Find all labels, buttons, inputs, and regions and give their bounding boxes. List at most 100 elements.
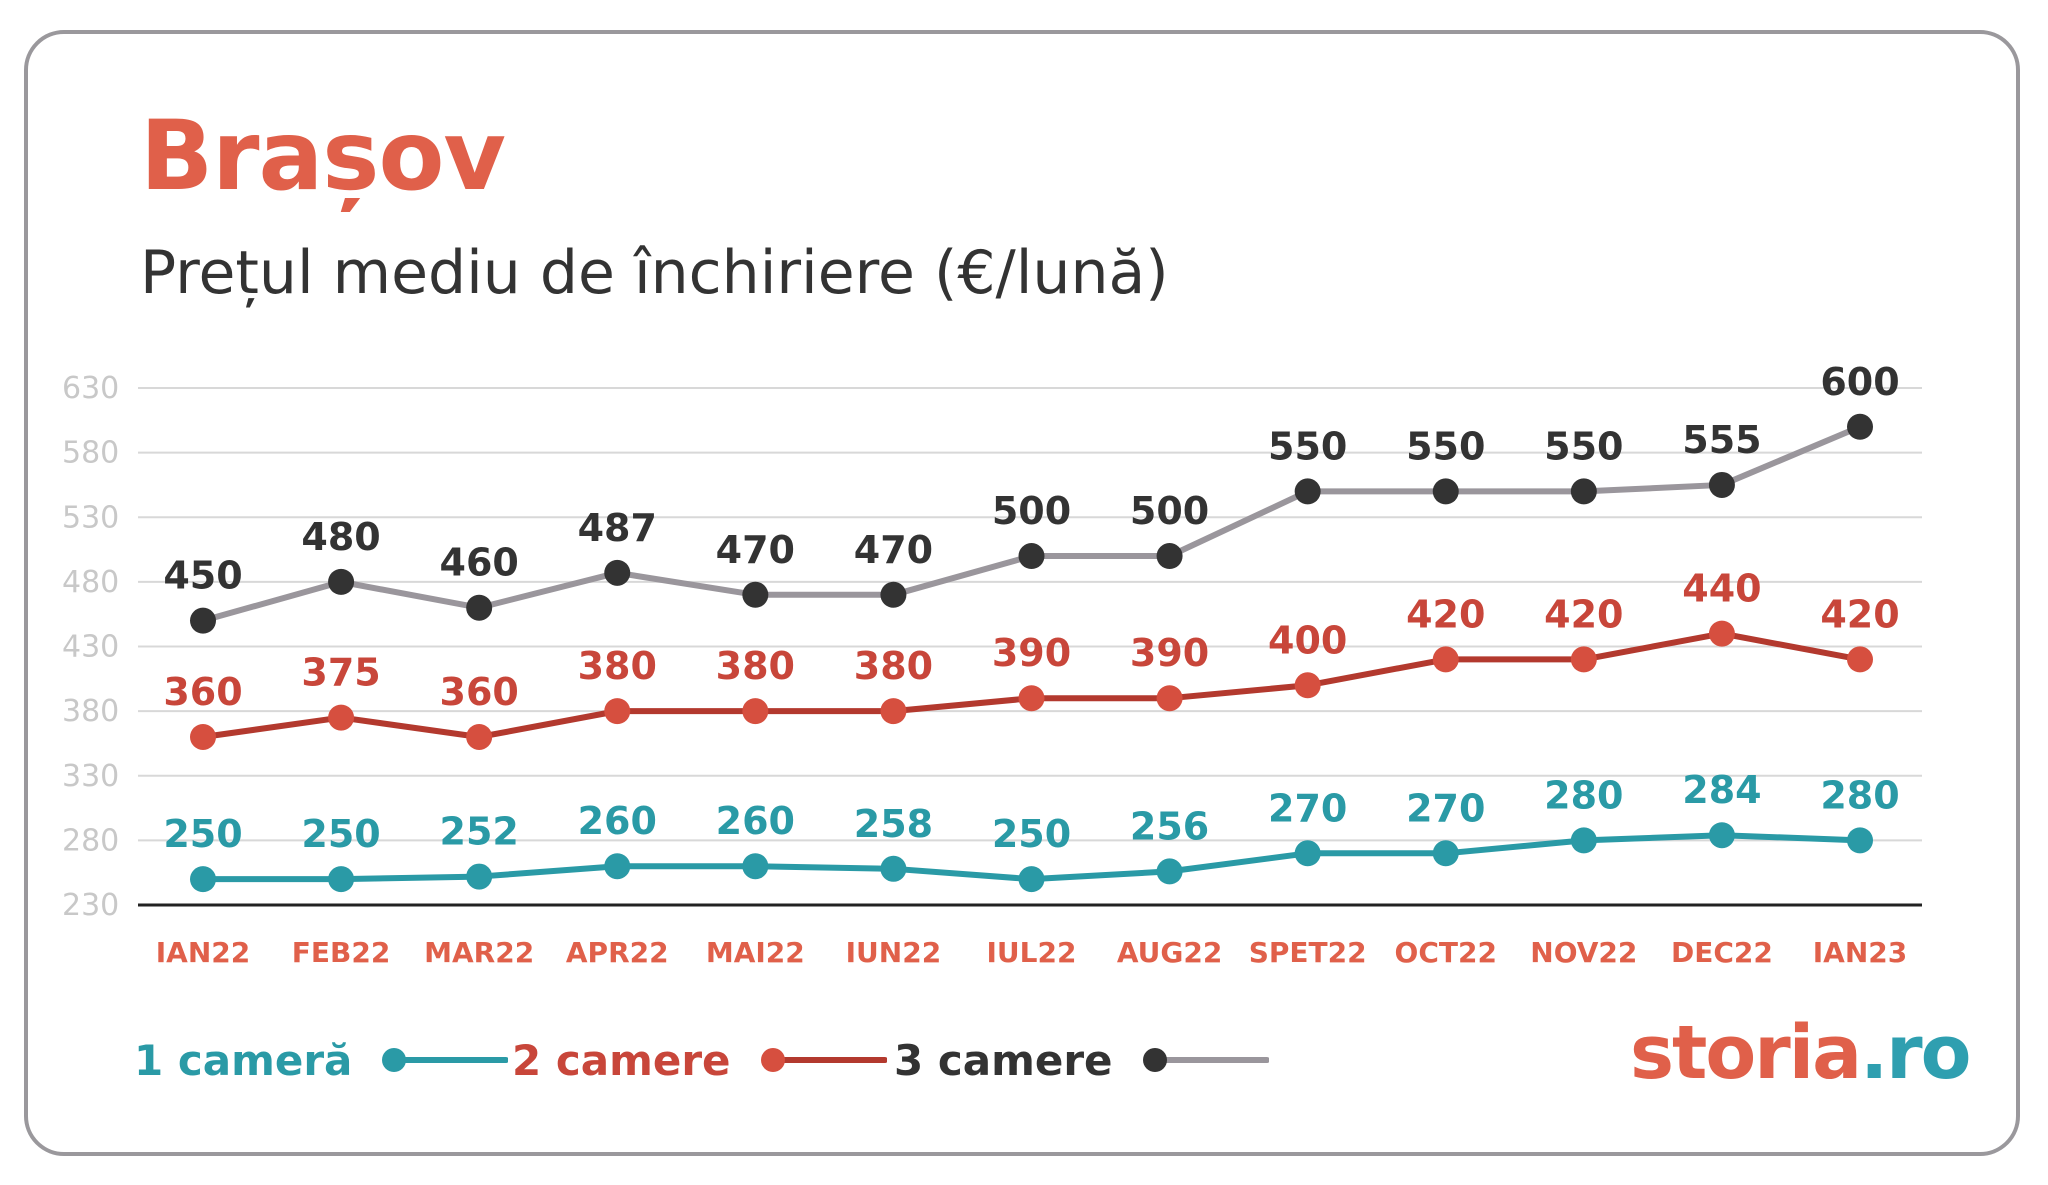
series-1-camera-point <box>328 866 355 893</box>
series-2-camere-data-label: 360 <box>163 670 242 714</box>
series-2-camere-point <box>1156 685 1183 712</box>
series-1-camera-point <box>1708 822 1735 849</box>
series-1-camera-point <box>190 866 216 893</box>
legend-item-2-camere: 2 camere <box>512 1020 887 1100</box>
series-2-camere-point <box>1570 646 1597 673</box>
series-1-camera-point <box>1570 827 1597 854</box>
x-tick-label: OCT22 <box>1395 936 1497 969</box>
legend-swatch-3-camere <box>1142 1048 1269 1072</box>
series-3-camere-point <box>1294 478 1321 505</box>
y-tick-label: 430 <box>62 630 119 665</box>
series-1-camera-point <box>1432 840 1459 867</box>
y-tick-label: 230 <box>62 888 119 923</box>
series-3-camere-point <box>1156 543 1183 570</box>
series-2-camere-data-label: 400 <box>1268 618 1347 662</box>
series-1-camera-data-label: 270 <box>1406 786 1485 830</box>
series-1-camera-data-label: 258 <box>854 802 933 846</box>
logo-text-storia: storia <box>1630 1010 1862 1096</box>
legend-label-1-camera: 1 cameră <box>134 1035 353 1085</box>
series-3-camere-data-label: 550 <box>1406 424 1485 468</box>
series-1-camera-data-label: 250 <box>301 812 380 856</box>
x-tick-label: DEC22 <box>1671 936 1773 969</box>
series-1-camera-point <box>604 853 631 880</box>
series-2-camere-data-label: 420 <box>1406 592 1485 636</box>
series-2-camere-point <box>1018 685 1045 712</box>
series-3-camere-point <box>742 581 769 608</box>
y-tick-label: 480 <box>62 565 119 600</box>
series-3-camere-point <box>1847 413 1873 440</box>
legend-label-3-camere: 3 camere <box>894 1035 1113 1085</box>
y-tick-label: 580 <box>62 436 119 471</box>
series-2-camere-data-label: 380 <box>578 644 657 688</box>
series-2-camere-point <box>1432 646 1459 673</box>
series-1-camera-point <box>1294 840 1321 867</box>
y-tick-label: 330 <box>62 759 119 794</box>
x-tick-label: IUN22 <box>846 936 942 969</box>
series-2-camere-data-label: 390 <box>992 631 1071 675</box>
series-1-camera-data-label: 270 <box>1268 786 1347 830</box>
series-3-camere-point <box>190 607 216 634</box>
y-tick-label: 280 <box>62 823 119 858</box>
series-1-camera-data-label: 250 <box>163 812 242 856</box>
series-2-camere-point <box>466 723 493 750</box>
series-1-camera-point <box>1847 827 1873 854</box>
x-tick-label: FEB22 <box>292 936 391 969</box>
series-1-camera-data-label: 256 <box>1130 804 1209 848</box>
series-2-camere-point <box>190 723 216 750</box>
series-2-camere-point <box>328 704 355 731</box>
series-3-camere-data-label: 487 <box>578 506 657 550</box>
series-2-camere-point <box>604 698 631 725</box>
series-3-camere-data-label: 500 <box>992 489 1071 533</box>
series-2-camere-data-label: 375 <box>301 651 380 695</box>
series-2-camere-point <box>1847 646 1873 673</box>
series-1-camera-point <box>466 863 493 890</box>
series-2-camere-point <box>880 698 907 725</box>
x-tick-label: AUG22 <box>1117 936 1223 969</box>
series-1-camera-data-label: 280 <box>1820 773 1899 817</box>
x-tick-label: IAN23 <box>1813 936 1908 969</box>
series-1-camera-point <box>880 855 907 882</box>
series-2-camere-data-label: 380 <box>716 644 795 688</box>
y-tick-label: 380 <box>62 694 119 729</box>
x-tick-label: MAI22 <box>706 936 805 969</box>
series-1-camera-data-label: 250 <box>992 812 1071 856</box>
series-3-camere-point <box>1708 471 1735 498</box>
legend-swatch-1-camera <box>382 1048 509 1072</box>
series-1-camera-data-label: 260 <box>716 799 795 843</box>
series-2-camere-data-label: 440 <box>1682 567 1761 611</box>
series-3-camere-point <box>466 594 493 621</box>
x-tick-label: SPET22 <box>1249 936 1367 969</box>
series-3-camere-data-label: 500 <box>1130 489 1209 533</box>
series-3-camere-data-label: 470 <box>854 528 933 572</box>
legend-swatch-2-camere <box>760 1048 887 1072</box>
series-3-camere-data-label: 600 <box>1820 360 1899 404</box>
series-1-camera-data-label: 252 <box>440 810 519 854</box>
series-2-camere-data-label: 390 <box>1130 631 1209 675</box>
x-tick-label: IAN22 <box>156 936 251 969</box>
series-2-camere-data-label: 420 <box>1544 592 1623 636</box>
series-3-camere-data-label: 555 <box>1682 418 1761 462</box>
x-tick-label: IUL22 <box>987 936 1077 969</box>
series-2-camere-point <box>1708 620 1735 647</box>
chart-card <box>24 30 2020 1156</box>
series-2-camere-data-label: 380 <box>854 644 933 688</box>
series-3-camere-point <box>604 559 631 586</box>
legend-item-1-camera: 1 cameră <box>134 1020 509 1100</box>
series-1-camera-point <box>742 853 769 880</box>
logo-text-ro: .ro <box>1860 1010 1971 1096</box>
x-tick-label: NOV22 <box>1530 936 1637 969</box>
series-3-camere-data-label: 480 <box>301 515 380 559</box>
series-2-camere-data-label: 420 <box>1820 592 1899 636</box>
y-tick-label: 530 <box>62 500 119 535</box>
series-3-camere-data-label: 460 <box>440 541 519 585</box>
x-tick-label: MAR22 <box>424 936 534 969</box>
chart-subtitle: Prețul mediu de închiriere (€/lună) <box>140 238 1169 308</box>
y-tick-label: 630 <box>62 371 119 406</box>
legend-label-2-camere: 2 camere <box>512 1035 731 1085</box>
legend-item-3-camere: 3 camere <box>894 1020 1269 1100</box>
series-3-camere-point <box>1570 478 1597 505</box>
series-2-camere-point <box>1294 672 1321 699</box>
series-3-camere-data-label: 450 <box>163 554 242 598</box>
series-2-camere-point <box>742 698 769 725</box>
